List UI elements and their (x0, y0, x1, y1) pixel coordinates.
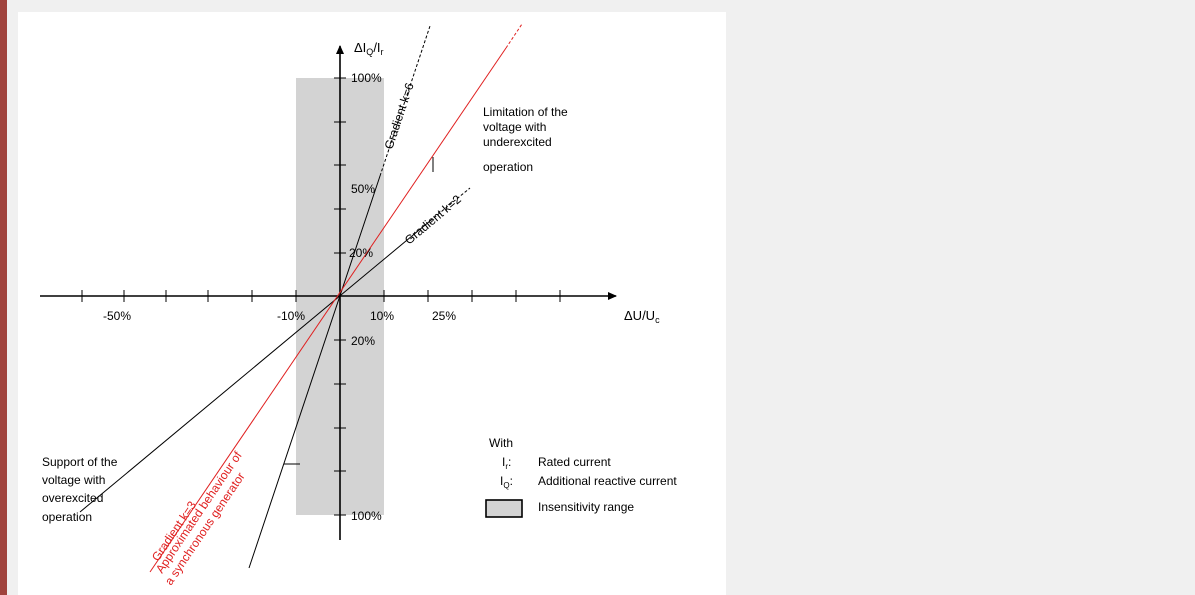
y-tick-label-20-bottom: 20% (351, 334, 375, 348)
svg-text:operation: operation (483, 160, 533, 174)
gradient-k6-line-dashed (379, 25, 431, 177)
gradient-k6-line (248, 175, 381, 569)
svg-text:Support of the: Support of the (42, 455, 118, 469)
svg-text:voltage with: voltage with (483, 120, 546, 134)
legend-ir-desc: Rated current (538, 455, 611, 469)
support-annotation: Support of the voltage with overexcited … (42, 455, 118, 524)
gradient-k2-label: Gradient k=2 (402, 192, 464, 247)
legend-insensitivity-label: Insensitivity range (538, 500, 634, 514)
gradient-k6-label: Gradient k=6 (382, 81, 417, 151)
x-tick-label-10: 10% (370, 309, 394, 323)
svg-text:overexcited: overexcited (42, 491, 103, 505)
svg-text:voltage with: voltage with (42, 473, 105, 487)
y-tick-label-100-top: 100% (351, 71, 382, 85)
legend-with: With (489, 436, 513, 450)
x-axis-ticks (81, 290, 561, 302)
legend-insensitivity-swatch (485, 499, 523, 518)
x-tick-label-minus50: -50% (103, 309, 131, 323)
x-tick-label-minus10: -10% (277, 309, 305, 323)
y-axis-label: ΔIQ/Ir (354, 40, 384, 57)
x-axis-label: ΔU/Uc (624, 308, 660, 325)
x-tick-label-25: 25% (432, 309, 456, 323)
left-accent-bar (0, 0, 7, 595)
svg-text:underexcited: underexcited (483, 135, 552, 149)
svg-text:operation: operation (42, 510, 92, 524)
legend: With Ir: Rated current IQ: Additional re… (485, 436, 677, 518)
gradient-k2-line (79, 220, 431, 513)
svg-text:Limitation of the: Limitation of the (483, 105, 568, 119)
y-axis-ticks (334, 77, 346, 516)
gradient-k3-line (149, 47, 507, 573)
legend-iq-symbol: IQ: (500, 474, 513, 490)
y-tick-label-100-bottom: 100% (351, 509, 382, 523)
gradient-k3-line-dashed (505, 23, 523, 49)
legend-ir-symbol: Ir: (502, 455, 511, 471)
y-tick-label-50: 50% (351, 182, 375, 196)
limitation-annotation: Limitation of the voltage with underexci… (483, 105, 568, 174)
y-tick-label-20-top: 20% (349, 246, 373, 260)
gradient-k2-line-dashed (429, 187, 471, 222)
approx-behaviour-label-line1: Approximated behaviour of (153, 448, 245, 575)
legend-iq-desc: Additional reactive current (538, 474, 677, 488)
